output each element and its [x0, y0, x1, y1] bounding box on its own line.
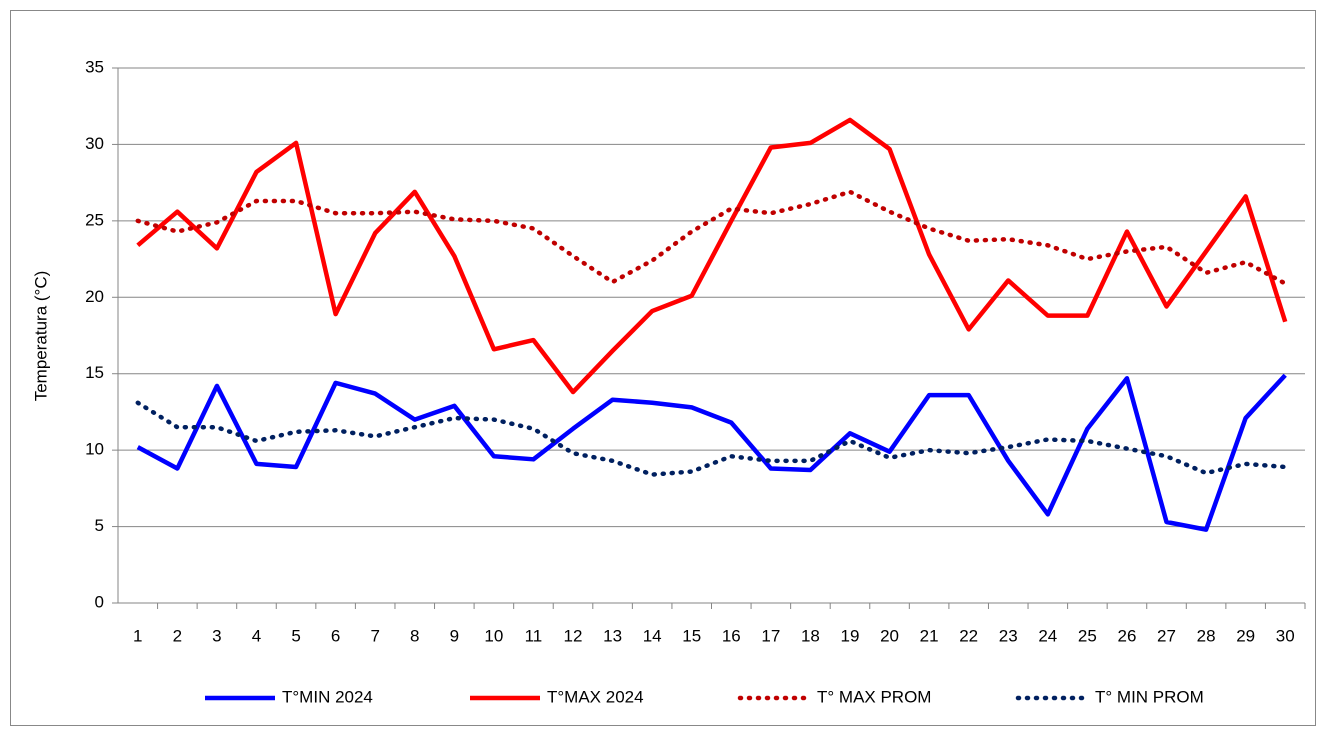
x-tick-label: 22 — [959, 626, 978, 645]
x-tick-label: 4 — [252, 626, 261, 645]
y-tick-label: 30 — [85, 134, 104, 153]
x-tick-label: 15 — [682, 626, 701, 645]
x-tick-label: 20 — [880, 626, 899, 645]
y-tick-label: 0 — [95, 592, 104, 611]
x-tick-label: 11 — [525, 626, 543, 645]
x-tick-label: 2 — [173, 626, 182, 645]
x-tick-label: 3 — [212, 626, 221, 645]
y-tick-label: 5 — [95, 516, 104, 535]
y-tick-label: 10 — [85, 440, 104, 459]
y-axis-label: Temperatura (°C) — [31, 271, 50, 402]
series-line — [136, 373, 1287, 532]
x-tick-label: 13 — [603, 626, 622, 645]
x-tick-label: 27 — [1157, 626, 1176, 645]
x-tick-label: 8 — [410, 626, 419, 645]
x-tick-label: 6 — [331, 626, 340, 645]
legend-label: T°MAX 2024 — [547, 687, 644, 706]
x-tick-label: 23 — [999, 626, 1018, 645]
x-tick-label: 9 — [450, 626, 459, 645]
x-tick-label: 29 — [1236, 626, 1255, 645]
legend-label: T° MIN PROM — [1095, 687, 1204, 706]
x-tick-label: 21 — [920, 626, 939, 645]
y-tick-label: 35 — [85, 57, 104, 76]
x-tick-label: 14 — [643, 626, 662, 645]
x-tick-label: 1 — [133, 626, 142, 645]
x-tick-label: 26 — [1117, 626, 1136, 645]
y-tick-label: 15 — [85, 363, 104, 382]
x-tick-label: 30 — [1276, 626, 1295, 645]
x-tick-label: 7 — [370, 626, 379, 645]
y-tick-label: 25 — [85, 210, 104, 229]
x-tick-label: 12 — [564, 626, 583, 645]
x-tick-label: 28 — [1197, 626, 1216, 645]
x-tick-label: 25 — [1078, 626, 1097, 645]
x-tick-label: 10 — [484, 626, 503, 645]
x-tick-label: 5 — [291, 626, 300, 645]
x-tick-label: 16 — [722, 626, 741, 645]
x-tick-label: 19 — [841, 626, 860, 645]
x-tick-label: 18 — [801, 626, 820, 645]
x-tick-label: 24 — [1038, 626, 1057, 645]
chart-frame — [10, 10, 1316, 726]
series-line — [135, 189, 1288, 286]
legend-label: T° MAX PROM — [817, 687, 931, 706]
x-tick-label: 17 — [761, 626, 780, 645]
y-tick-label: 20 — [85, 287, 104, 306]
series-line — [136, 117, 1288, 395]
legend-label: T°MIN 2024 — [282, 687, 373, 706]
